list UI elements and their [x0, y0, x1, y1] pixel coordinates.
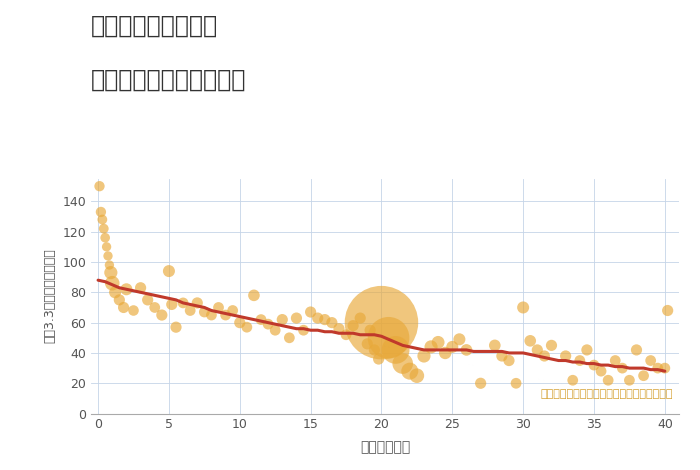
Point [624, 376, 635, 384]
Point [496, 352, 507, 360]
Point [355, 314, 366, 322]
Point [652, 364, 664, 372]
Point [234, 319, 246, 326]
Point [142, 296, 153, 304]
Point [373, 355, 384, 363]
Point [539, 352, 550, 360]
Point [589, 361, 600, 369]
Point [135, 284, 146, 291]
Point [617, 364, 628, 372]
Point [567, 376, 578, 384]
Point [149, 304, 160, 311]
Point [106, 280, 118, 287]
Point [404, 368, 415, 375]
Point [290, 314, 302, 322]
Point [248, 291, 260, 299]
Point [156, 311, 167, 319]
Point [447, 343, 458, 351]
Point [97, 216, 108, 223]
Point [220, 311, 231, 319]
Point [412, 372, 423, 379]
Point [99, 234, 111, 242]
Point [340, 331, 351, 338]
Text: 大阪府交野市星田の: 大阪府交野市星田の [91, 14, 218, 38]
Point [113, 296, 125, 304]
Point [276, 316, 288, 323]
X-axis label: 築年数（年）: 築年数（年） [360, 440, 410, 454]
Point [94, 182, 105, 190]
Point [397, 360, 408, 368]
Point [376, 319, 387, 326]
Point [109, 289, 120, 296]
Point [305, 308, 316, 316]
Point [104, 261, 115, 269]
Point [631, 346, 642, 354]
Point [419, 352, 430, 360]
Point [662, 307, 673, 314]
Point [192, 299, 203, 307]
Point [185, 307, 196, 314]
Point [227, 307, 238, 314]
Point [454, 336, 465, 343]
Point [347, 322, 358, 329]
Point [98, 225, 109, 232]
Point [503, 357, 514, 364]
Point [517, 304, 528, 311]
Point [163, 267, 174, 275]
Point [262, 321, 274, 328]
Point [128, 307, 139, 314]
Point [638, 372, 649, 379]
Point [610, 357, 621, 364]
Point [166, 301, 177, 308]
Point [101, 243, 112, 251]
Point [105, 269, 116, 276]
Point [178, 299, 189, 307]
Point [581, 346, 592, 354]
Point [121, 285, 132, 293]
Point [574, 357, 585, 364]
Y-axis label: 坪（3.3㎡）単価（万円）: 坪（3.3㎡）単価（万円） [43, 249, 57, 344]
Point [206, 311, 217, 319]
Point [170, 323, 181, 331]
Point [433, 338, 444, 346]
Point [102, 252, 113, 260]
Text: 円の大きさは、取引のあった物件面積を示す: 円の大きさは、取引のあった物件面積を示す [540, 390, 673, 400]
Point [213, 304, 224, 311]
Point [596, 368, 607, 375]
Point [390, 346, 401, 354]
Point [603, 376, 614, 384]
Point [524, 337, 536, 345]
Point [362, 340, 373, 348]
Point [369, 346, 380, 354]
Point [659, 364, 671, 372]
Point [510, 379, 522, 387]
Point [365, 327, 376, 334]
Point [95, 208, 106, 216]
Point [326, 319, 337, 326]
Point [383, 334, 394, 342]
Point [199, 308, 210, 316]
Point [284, 334, 295, 342]
Point [489, 342, 500, 349]
Point [319, 316, 330, 323]
Point [256, 316, 267, 323]
Point [475, 379, 486, 387]
Point [241, 323, 253, 331]
Point [298, 327, 309, 334]
Point [270, 327, 281, 334]
Point [426, 343, 437, 351]
Point [560, 352, 571, 360]
Point [461, 346, 472, 354]
Text: 築年数別中古戸建て価格: 築年数別中古戸建て価格 [91, 68, 246, 92]
Point [645, 357, 657, 364]
Point [312, 314, 323, 322]
Point [440, 349, 451, 357]
Point [118, 304, 130, 311]
Point [532, 346, 543, 354]
Point [333, 325, 344, 332]
Point [546, 342, 557, 349]
